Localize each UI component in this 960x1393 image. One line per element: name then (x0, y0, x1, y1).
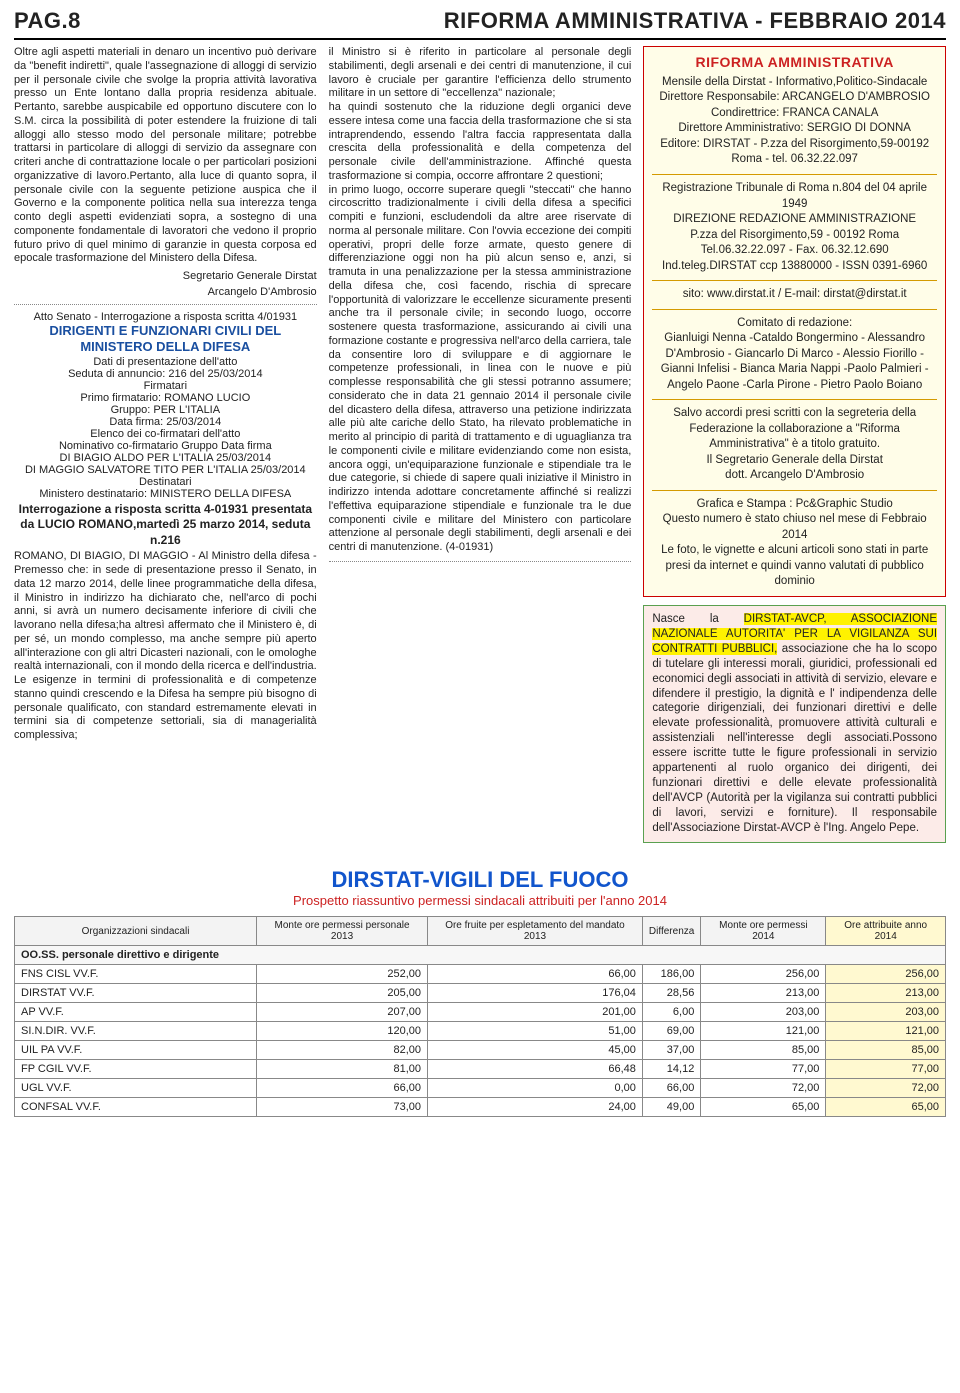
th-diff: Differenza (649, 926, 694, 937)
comitato-names: Gianluigi Nenna -Cataldo Bongermino - Al… (652, 331, 937, 393)
col2-p1: il Ministro si è riferito in particolare… (329, 46, 632, 101)
column-left: Oltre agli aspetti materiali in denaro u… (14, 46, 317, 843)
association-box: Nasce la DIRSTAT-AVCP, ASSOCIAZIONE NAZI… (643, 605, 946, 843)
assoc-pre: Nasce la (652, 613, 743, 625)
data-firma: Data firma: 25/03/2014 (14, 416, 317, 428)
masthead-foto: Le foto, le vignette e alcuni articoli s… (652, 543, 937, 590)
vigili-title: DIRSTAT-VIGILI DEL FUOCO (0, 867, 960, 893)
column-middle: il Ministro si è riferito in particolare… (329, 46, 632, 843)
cofirm-1: DI BIAGIO ALDO PER L'ITALIA 25/03/2014 (14, 452, 317, 464)
primo-firmatario: Primo firmatario: ROMANO LUCIO (14, 392, 317, 404)
signature-name: Arcangelo D'Ambrosio (14, 286, 317, 298)
masthead-line: Mensile della Dirstat - Informativo,Poli… (652, 75, 937, 91)
table-section-row: OO.SS. personale direttivo e dirigente (15, 945, 946, 964)
table-row: UIL PA VV.F.82,0045,0037,0085,0085,00 (15, 1040, 946, 1059)
col1-body: Oltre agli aspetti materiali in denaro u… (14, 46, 317, 266)
table-row: DIRSTAT VV.F.205,00176,0428,56213,00213,… (15, 983, 946, 1002)
cofirm-2: DI MAGGIO SALVATORE TITO PER L'ITALIA 25… (14, 464, 317, 476)
interrogazione-title: Interrogazione a risposta scritta 4-0193… (14, 502, 317, 549)
gruppo: Gruppo: PER L'ITALIA (14, 404, 317, 416)
th-org: Organizzazioni sindacali (82, 926, 190, 937)
masthead-numero: Questo numero è stato chiuso nel mese di… (652, 512, 937, 543)
ministero-destinatario: Ministero destinatario: MINISTERO DELLA … (14, 488, 317, 500)
comitato-label: Comitato di redazione: (652, 316, 937, 332)
masthead-dott: dott. Arcangelo D'Ambrosio (652, 468, 937, 484)
masthead-ind: Ind.teleg.DIRSTAT ccp 13880000 - ISSN 03… (652, 259, 937, 275)
th-monte2013: Monte ore permessi personale 2013 (263, 920, 421, 942)
seduta: Seduta di annuncio: 216 del 25/03/2014 (14, 368, 317, 380)
col1-body-2: ROMANO, DI BIAGIO, DI MAGGIO - Al Minist… (14, 550, 317, 743)
masthead-sito: sito: www.dirstat.it / E-mail: dirstat@d… (652, 287, 937, 303)
masthead-salvo: Salvo accordi presi scritti con la segre… (652, 406, 937, 453)
masthead-box: RIFORMA AMMINISTRATIVA Mensile della Dir… (643, 46, 946, 597)
permessi-table: Organizzazioni sindacali Monte ore perme… (14, 916, 946, 1117)
table-row: FNS CISL VV.F.252,0066,00186,00256,00256… (15, 964, 946, 983)
separator (329, 561, 632, 562)
table-row: FP CGIL VV.F.81,0066,4814,1277,0077,00 (15, 1059, 946, 1078)
masthead-grafica: Grafica e Stampa : Pc&Graphic Studio (652, 497, 937, 513)
blue-heading: DIRIGENTI E FUNZIONARI CIVILI DEL MINIST… (14, 323, 317, 356)
table-row: CONFSAL VV.F.73,0024,0049,0065,0065,00 (15, 1097, 946, 1116)
masthead-line: Condirettrice: FRANCA CANALA (652, 106, 937, 122)
column-right: RIFORMA AMMINISTRATIVA Mensile della Dir… (643, 46, 946, 843)
table-header-row: Organizzazioni sindacali Monte ore perme… (15, 916, 946, 945)
th-monte2014: Monte ore permessi 2014 (707, 920, 819, 942)
dati-presentazione: Dati di presentazione dell'atto (14, 356, 317, 368)
atto-line: Atto Senato - Interrogazione a risposta … (14, 311, 317, 323)
table-row: UGL VV.F.66,000,0066,0072,0072,00 (15, 1078, 946, 1097)
table-row: SI.N.DIR. VV.F.120,0051,0069,00121,00121… (15, 1021, 946, 1040)
table-row: AP VV.F.207,00201,006,00203,00203,00 (15, 1002, 946, 1021)
destinatari-label: Destinatari (14, 476, 317, 488)
wavy-rule (652, 490, 937, 491)
firmatari-label: Firmatari (14, 380, 317, 392)
wavy-rule (652, 399, 937, 400)
assoc-body: associazione che ha lo scopo di tutelare… (652, 643, 937, 834)
header-rule (14, 38, 946, 40)
col2-p3: in primo luogo, occorre superare quegli … (329, 184, 632, 555)
masthead-segr: Il Segretario Generale della Dirstat (652, 453, 937, 469)
wavy-rule (652, 280, 937, 281)
th-fruite: Ore fruite per espletamento del mandato … (434, 920, 636, 942)
signature-title: Segretario Generale Dirstat (14, 270, 317, 282)
wavy-rule (652, 174, 937, 175)
elenco-cofirmatari: Elenco dei co-firmatari dell'atto (14, 428, 317, 440)
masthead-addr: P.zza del Risorgimento,59 - 00192 Roma (652, 228, 937, 244)
masthead-title: RIFORMA AMMINISTRATIVA (652, 53, 937, 72)
masthead-line: Editore: DIRSTAT - P.zza del Risorgiment… (652, 137, 937, 168)
separator (14, 304, 317, 305)
masthead-tel: Tel.06.32.22.097 - Fax. 06.32.12.690 (652, 243, 937, 259)
masthead-line: Direttore Amministrativo: SERGIO DI DONN… (652, 121, 937, 137)
col2-p2: ha quindi sostenuto che la riduzione deg… (329, 101, 632, 184)
vigili-subtitle: Prospetto riassuntivo permessi sindacali… (0, 893, 960, 908)
nominativo-header: Nominativo co-firmatario Gruppo Data fir… (14, 440, 317, 452)
masthead-reg: Registrazione Tribunale di Roma n.804 de… (652, 181, 937, 212)
wavy-rule (652, 309, 937, 310)
th-attrib: Ore attribuite anno 2014 (832, 920, 939, 942)
page-number: PAG.8 (14, 8, 81, 34)
issue-title: RIFORMA AMMINISTRATIVA - FEBBRAIO 2014 (444, 8, 946, 34)
masthead-line: Direttore Responsabile: ARCANGELO D'AMBR… (652, 90, 937, 106)
masthead-dir: DIREZIONE REDAZIONE AMMINISTRAZIONE (652, 212, 937, 228)
